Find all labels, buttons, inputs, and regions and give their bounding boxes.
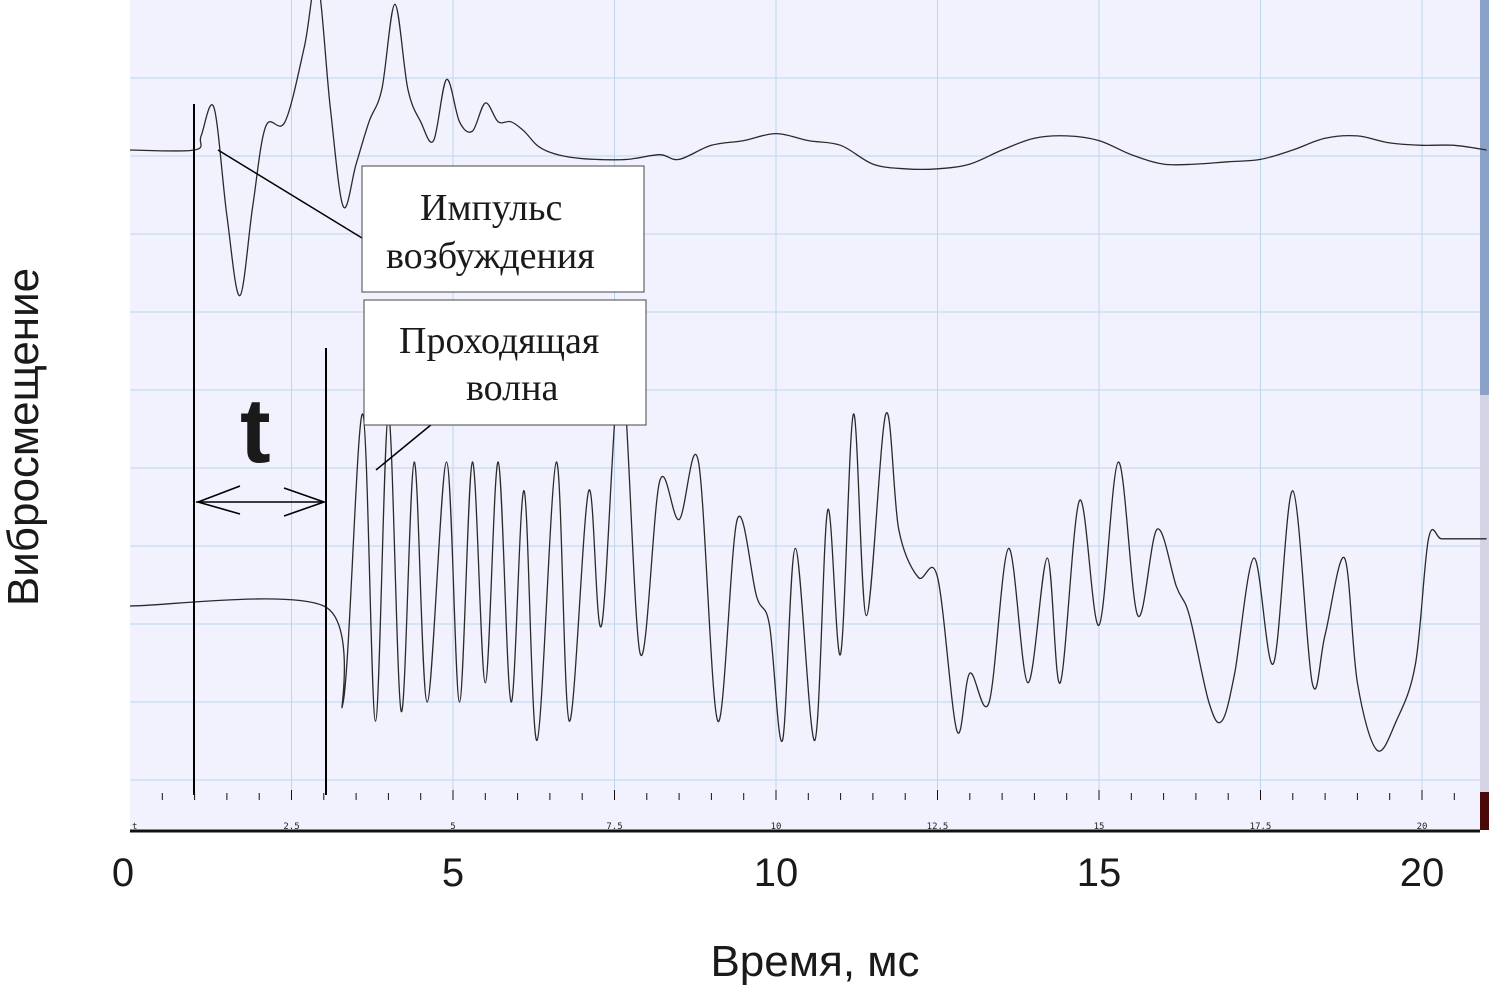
x-axis-tick-labels: 0 5 10 15 20	[112, 851, 1444, 895]
excitation-trace	[129, 0, 1487, 297]
x-tick-label: 0	[112, 851, 134, 895]
excitation-callout-box	[361, 165, 645, 293]
excitation-callout-line	[217, 149, 363, 239]
ruler-tick-label: 17.5	[1250, 822, 1272, 832]
ruler-tick-label: t	[132, 822, 137, 832]
transmitted-wave-trace	[129, 365, 1487, 752]
ruler-tick-label: 7.5	[606, 822, 622, 832]
plot-area	[130, 0, 1480, 830]
ruler-tick-label: 10	[771, 822, 782, 832]
grid	[130, 0, 1480, 790]
x-tick-label: 15	[1077, 851, 1122, 895]
wave-callout-line	[375, 423, 433, 471]
ruler-tick-label: 15	[1094, 822, 1105, 832]
excitation-label-line1: Импульс	[420, 187, 562, 229]
x-tick-label: 10	[754, 851, 799, 895]
excitation-label-line2: возбуждения	[386, 235, 595, 277]
wave-callout-box	[363, 299, 647, 426]
x-axis-title: Время, мс	[710, 937, 919, 986]
scroll-thumb[interactable]	[1480, 0, 1489, 395]
ruler-tick-label: 20	[1417, 822, 1428, 832]
ruler-tick-label: 2.5	[283, 822, 299, 832]
traces	[129, 0, 1487, 752]
scroll-track[interactable]	[1480, 0, 1489, 830]
wave-label-line1: Проходящая	[399, 320, 599, 362]
interval-t-label: t	[240, 380, 271, 482]
ruler-tick-label: 5	[450, 822, 455, 832]
x-tick-label: 5	[442, 851, 464, 895]
ruler-tick-label: 12.5	[927, 822, 949, 832]
time-interval-arrow	[195, 485, 327, 517]
channel-swatch	[1480, 792, 1489, 830]
wave-label-line2: волна	[466, 367, 558, 409]
x-tick-label: 20	[1400, 851, 1445, 895]
time-ruler: t 2.5 5 7.5 10 12.5 15 17.5 20	[132, 790, 1455, 832]
y-axis-title: Вибросмещение	[0, 268, 48, 606]
